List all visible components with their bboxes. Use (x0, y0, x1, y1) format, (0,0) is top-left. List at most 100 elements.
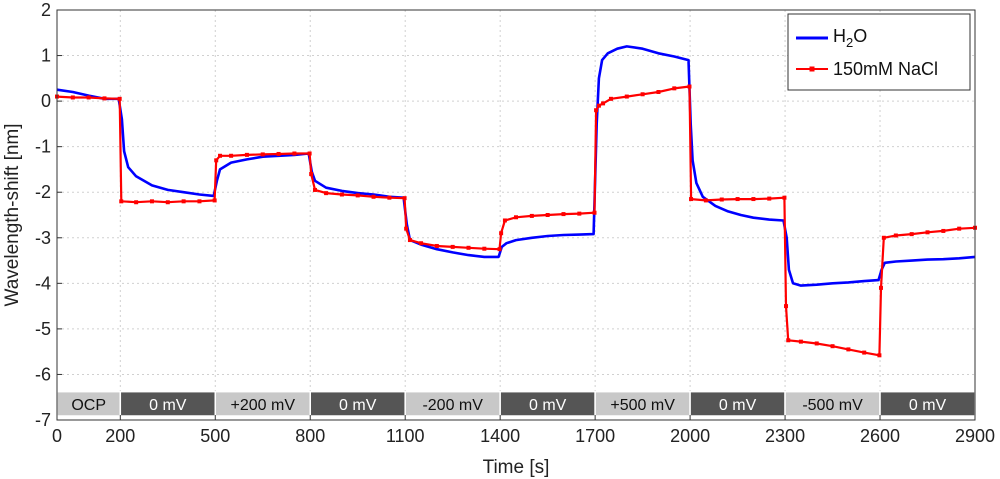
nacl-point (134, 200, 139, 205)
legend-h2o-subscript: 2 (846, 35, 853, 50)
nacl-point (102, 96, 107, 101)
nacl-point (309, 172, 314, 176)
y-tick-label: 1 (41, 46, 51, 66)
nacl-point (881, 235, 886, 240)
x-tick-label: 500 (200, 426, 230, 446)
nacl-point (502, 218, 507, 223)
nacl-point (371, 194, 376, 199)
nacl-point (324, 191, 329, 196)
phase-band (594, 390, 691, 417)
nacl-point (878, 285, 883, 290)
nacl-point (846, 347, 851, 352)
phase-band-label: 0 mV (719, 397, 757, 414)
nacl-point (402, 196, 407, 201)
nacl-point (229, 153, 234, 158)
x-tick-label: 1100 (386, 426, 425, 446)
nacl-point (784, 304, 789, 309)
x-tick-label: 2300 (765, 426, 805, 446)
phase-band (689, 390, 786, 417)
nacl-point (218, 153, 223, 158)
x-tick-label: 2900 (955, 426, 995, 446)
nacl-point (862, 350, 867, 355)
nacl-point (70, 95, 75, 100)
y-axis-label: Wavelength-shift [nm] (2, 123, 23, 306)
plot-frame (56, 9, 976, 421)
nacl-point (767, 196, 772, 201)
nacl-point (419, 241, 424, 246)
legend-h2o-tail: O (853, 26, 867, 46)
phase-band-label: OCP (71, 397, 106, 414)
legend-label-nacl: 150mM NaCl (833, 59, 938, 79)
nacl-point (214, 158, 219, 163)
nacl-point (119, 199, 124, 204)
nacl-point (545, 213, 550, 217)
phase-band (499, 390, 596, 417)
legend-label-h2o: H2O (833, 26, 867, 50)
nacl-point (466, 245, 471, 250)
nacl-point (514, 215, 518, 220)
nacl-point (703, 198, 708, 203)
phase-band (784, 390, 881, 417)
series-line-nacl (56, 85, 976, 357)
x-tick-label: 800 (295, 426, 325, 446)
phase-band (309, 390, 406, 417)
phase-band (879, 390, 976, 417)
legend-box (787, 13, 971, 91)
y-tick-label: -6 (35, 364, 51, 384)
nacl-point (434, 243, 439, 248)
x-tick-label: 2000 (670, 426, 710, 446)
nacl-point (450, 244, 455, 249)
y-tick-label: -7 (35, 410, 51, 430)
nacl-point (197, 199, 202, 204)
nacl-point (592, 210, 597, 215)
phase-band-label: 0 mV (529, 397, 567, 414)
nacl-point (165, 200, 170, 205)
nacl-point (292, 151, 297, 156)
nacl-point (624, 94, 629, 99)
nacl-point (404, 226, 409, 231)
x-axis-label: Time [s] (483, 457, 550, 478)
legend: H2O 150mM NaCl (787, 13, 971, 91)
x-tick-label: 1400 (480, 426, 520, 446)
nacl-point (181, 199, 186, 204)
nacl-point (212, 198, 217, 203)
nacl-point (830, 344, 835, 349)
nacl-point (355, 193, 360, 198)
legend-h2o-main: H (833, 26, 846, 46)
nacl-point (307, 151, 312, 156)
nacl-point (482, 246, 487, 251)
nacl-point (798, 339, 803, 344)
nacl-point (561, 212, 566, 217)
nacl-point (941, 228, 946, 233)
nacl-point (497, 247, 502, 252)
nacl-point (86, 95, 91, 100)
y-tick-label: 0 (41, 91, 51, 111)
nacl-point (407, 238, 412, 243)
phase-bands: OCP 0 mV +200 mV 0 mV -200 mV 0 mV +500 mV 0 mV… (56, 390, 976, 417)
phase-band-label: -200 mV (422, 397, 483, 414)
nacl-point (260, 152, 265, 157)
nacl-point (893, 233, 898, 238)
nacl-point (387, 195, 392, 200)
phase-band-label: 0 mV (339, 397, 377, 414)
x-tick-label: 0 (52, 426, 62, 446)
y-tick-label: -1 (35, 137, 51, 157)
nacl-point (786, 338, 791, 343)
nacl-point (814, 341, 819, 346)
nacl-point (782, 195, 787, 200)
x-tick-label: 200 (105, 426, 135, 446)
nacl-point (656, 90, 661, 94)
nacl-point (640, 92, 645, 97)
nacl-point (244, 152, 249, 157)
nacl-point (719, 197, 724, 202)
nacl-point (735, 197, 740, 202)
nacl-point (529, 213, 534, 218)
nacl-point (687, 84, 692, 89)
nacl-point (312, 187, 317, 192)
nacl-point (594, 108, 599, 113)
nacl-point (276, 151, 281, 156)
x-tick-label: 1700 (575, 426, 615, 446)
nacl-point (877, 353, 882, 358)
nacl-point (601, 101, 606, 106)
